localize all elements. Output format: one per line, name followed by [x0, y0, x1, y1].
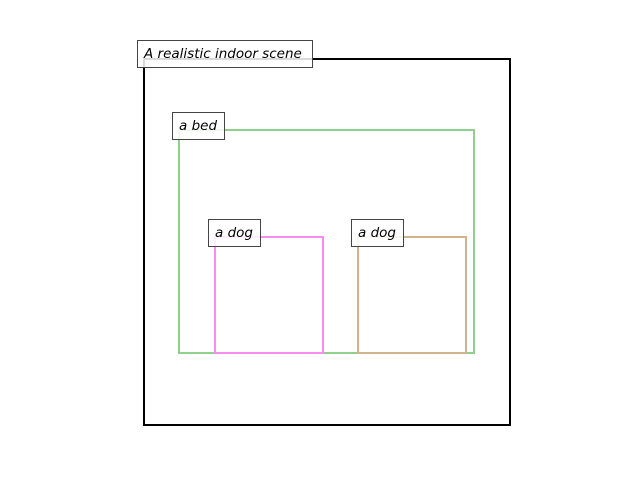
bed-label: a bed [172, 112, 225, 140]
dog-left-box [214, 236, 324, 354]
bed-box [178, 129, 475, 354]
scene-box [143, 58, 511, 426]
dog-right-box [357, 236, 467, 354]
dog-left-label: a dog [208, 219, 261, 247]
scene-label: A realistic indoor scene [137, 40, 313, 68]
dog-right-label: a dog [351, 219, 404, 247]
